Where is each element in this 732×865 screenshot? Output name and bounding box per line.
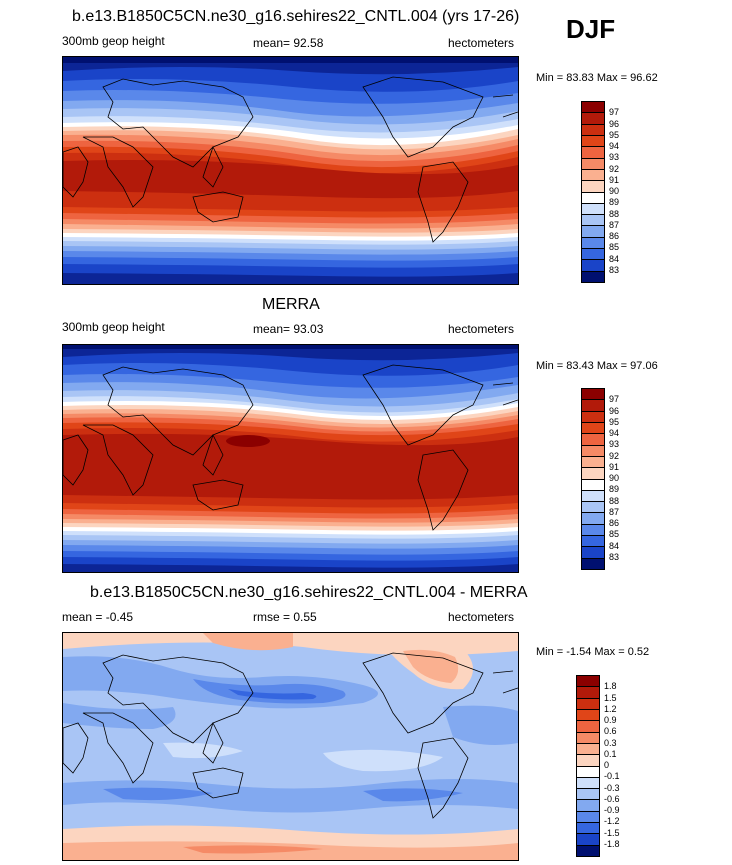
colorbar-tick-label: -0.6 bbox=[604, 793, 620, 804]
colorbar-tick-label: 1.5 bbox=[604, 692, 617, 703]
colorbar-tick-label: -0.3 bbox=[604, 782, 620, 793]
panel-3-map bbox=[62, 632, 519, 861]
colorbar-tick-label: -0.1 bbox=[604, 771, 620, 782]
colorbar-tick-label: -0.9 bbox=[604, 805, 620, 815]
panel-1-variable: 300mb geop height bbox=[62, 34, 165, 48]
colorbar-tick-label: -1.5 bbox=[604, 827, 620, 838]
panel-3-mean: mean = -0.45 bbox=[62, 610, 134, 624]
colorbar-tick-label: 89 bbox=[609, 484, 620, 495]
panel-1-mean: mean= 92.58 bbox=[253, 36, 324, 50]
colorbar-tick-label: 93 bbox=[609, 439, 620, 450]
colorbar-tick-label: -1.8 bbox=[604, 838, 620, 849]
panel-2-contours bbox=[63, 345, 518, 572]
panel-3-rmse: rmse = 0.55 bbox=[253, 610, 317, 624]
colorbar-tick-label: 94 bbox=[609, 141, 620, 151]
colorbar-tick-label: 92 bbox=[609, 450, 620, 461]
colorbar-tick-label: 87 bbox=[609, 219, 620, 230]
panel-1-map bbox=[62, 56, 519, 285]
panel-2-units: hectometers bbox=[448, 322, 515, 336]
colorbar-tick-label: 96 bbox=[609, 405, 620, 416]
panel-3-minmax: Min = -1.54 Max = 0.52 bbox=[536, 646, 650, 658]
colorbar-tick-label: 95 bbox=[609, 129, 620, 140]
colorbar-tick-label: 0 bbox=[604, 760, 610, 770]
colorbar-tick-label: 95 bbox=[609, 416, 620, 427]
panel-3-colorbar bbox=[576, 675, 600, 857]
panel-1-title: b.e13.B1850C5CN.ne30_g16.sehires22_CNTL.… bbox=[72, 8, 520, 25]
colorbar-tick-label: 91 bbox=[609, 174, 620, 185]
panel-3-coastlines bbox=[63, 652, 518, 819]
colorbar-tick-label: 1.8 bbox=[604, 681, 617, 692]
season-label: DJF bbox=[566, 14, 616, 44]
colorbar-tick-label: 86 bbox=[609, 518, 620, 528]
panel-2-title: MERRA bbox=[262, 296, 320, 313]
colorbar-tick-label: 97 bbox=[609, 107, 620, 118]
panel-1-units: hectometers bbox=[448, 36, 515, 50]
panel-3-title: b.e13.B1850C5CN.ne30_g16.sehires22_CNTL.… bbox=[90, 584, 528, 601]
colorbar-tick-label: 83 bbox=[609, 551, 620, 562]
panel-2-colorbar bbox=[581, 388, 605, 570]
panel-1-coastlines bbox=[63, 76, 518, 243]
panel-2-minmax: Min = 83.43 Max = 97.06 bbox=[536, 360, 658, 372]
colorbar-tick-label: 91 bbox=[609, 461, 620, 472]
panel-2-coastlines bbox=[63, 364, 518, 531]
colorbar-tick-label: 1.2 bbox=[604, 703, 617, 714]
colorbar-tick-label: 83 bbox=[609, 264, 620, 275]
colorbar-tick-label: 90 bbox=[609, 186, 620, 196]
panel-1-colorbar bbox=[581, 101, 605, 283]
colorbar-tick-label: 86 bbox=[609, 231, 620, 241]
colorbar-tick-label: 92 bbox=[609, 163, 620, 174]
colorbar-tick-label: 93 bbox=[609, 152, 620, 163]
colorbar-tick-label: 97 bbox=[609, 394, 620, 405]
colorbar-tick-label: 96 bbox=[609, 118, 620, 129]
colorbar-tick-label: 84 bbox=[609, 253, 620, 264]
colorbar-tick-label: 88 bbox=[609, 495, 620, 506]
colorbar-tick-label: 87 bbox=[609, 506, 620, 517]
panel-1-minmax: Min = 83.83 Max = 96.62 bbox=[536, 72, 658, 84]
panel-2-mean: mean= 93.03 bbox=[253, 322, 324, 336]
colorbar-tick-label: 84 bbox=[609, 540, 620, 551]
colorbar-tick-label: 94 bbox=[609, 428, 620, 438]
colorbar-tick-label: 0.1 bbox=[604, 748, 617, 759]
colorbar-tick-label: 85 bbox=[609, 529, 620, 540]
panel-3-contours bbox=[63, 633, 518, 860]
colorbar-tick-label: 90 bbox=[609, 473, 620, 483]
colorbar-tick-label: 0.6 bbox=[604, 726, 617, 737]
colorbar-tick-label: 0.3 bbox=[604, 737, 617, 748]
colorbar-tick-label: 89 bbox=[609, 197, 620, 208]
colorbar-tick-label: 85 bbox=[609, 242, 620, 253]
colorbar-tick-label: 0.9 bbox=[604, 715, 617, 725]
panel-3-units: hectometers bbox=[448, 610, 515, 624]
panel-2-map bbox=[62, 344, 519, 573]
colorbar-tick-label: 88 bbox=[609, 208, 620, 219]
panel-2-variable: 300mb geop height bbox=[62, 320, 165, 334]
panel-1-contours bbox=[63, 57, 518, 284]
colorbar-tick-label: -1.2 bbox=[604, 816, 620, 827]
